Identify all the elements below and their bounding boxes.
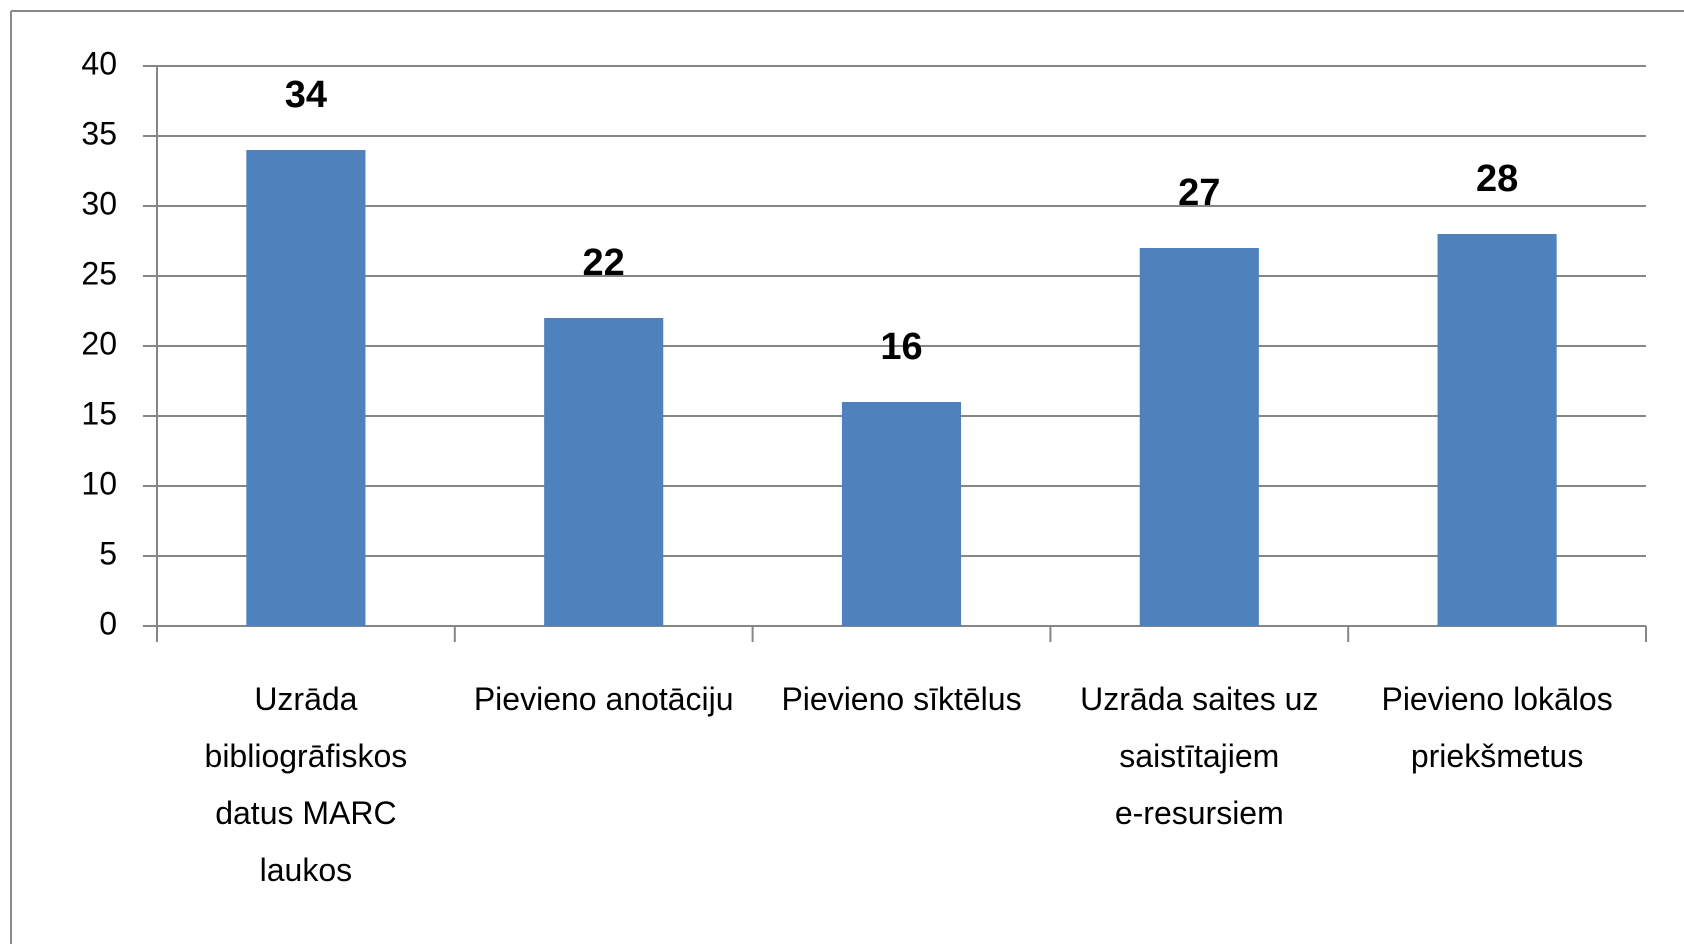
x-tick-label: Uzrāda saites uz saistītajiem e-resursiem [1080, 681, 1318, 831]
x-tick-label: Pievieno sīktēlus [781, 681, 1021, 717]
y-tick-label: 15 [81, 395, 117, 431]
x-tick-label: Uzrāda bibliogrāfiskos datus MARC laukos [205, 681, 408, 888]
y-tick-label: 10 [81, 465, 117, 501]
y-tick-label: 5 [99, 535, 117, 571]
y-tick-label: 0 [99, 605, 117, 641]
y-tick-label: 35 [81, 115, 117, 151]
value-label: 28 [1476, 158, 1518, 200]
value-label: 34 [285, 74, 327, 116]
y-tick-label: 25 [81, 255, 117, 291]
bar [1437, 234, 1557, 626]
value-label: 16 [880, 326, 922, 368]
bar [1139, 248, 1259, 626]
bar [246, 150, 366, 626]
bar [841, 402, 962, 626]
x-tick-label: Pievieno anotāciju [474, 681, 734, 717]
x-tick-label: Pievieno lokālos priekšmetus [1381, 681, 1612, 774]
value-label: 27 [1178, 172, 1220, 214]
y-tick-label: 30 [81, 185, 117, 221]
y-tick-label: 40 [81, 45, 117, 81]
y-tick-label: 20 [81, 325, 117, 361]
bar [544, 318, 664, 626]
value-label: 22 [583, 242, 625, 284]
